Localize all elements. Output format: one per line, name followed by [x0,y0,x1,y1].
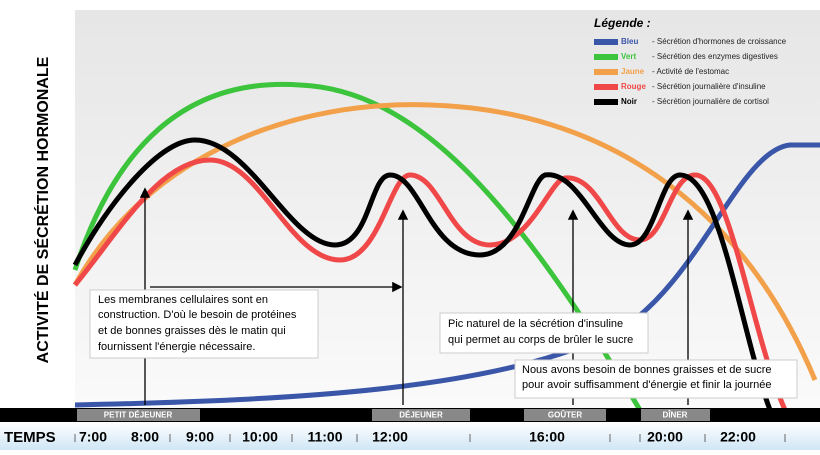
legend-swatch [594,69,618,75]
time-label: 22:00 [720,429,756,445]
meal-label: DÉJEUNER [399,411,443,420]
annotation-text: pour avoir suffisamment d'énergie et fin… [522,379,772,391]
meal-box [372,409,470,421]
legend-name: Vert [621,52,636,61]
annotation-text: construction. D'où le besoin de protéine… [98,309,297,321]
time-labels: 7:00 8:00 9:00 10:00 11:00 12:00 16:00 20:00 22:… [74,429,786,445]
annotation-text: Les membranes cellulaires sont en [98,294,268,306]
annotation-box [439,312,649,354]
meals: PETIT DÉJEUNER DÉJEUNER GOÛTER DÎNER [77,409,710,421]
time-label: 16:00 [529,429,565,445]
legend: Légende : Bleu - Sécrétion d'hormones de … [594,16,787,106]
time-label: 20:00 [647,429,683,445]
legend-name: Noir [621,97,637,106]
meal-box [524,409,606,421]
annotation-text: Nous avons besoin de bonnes graisses et … [522,364,772,376]
annotation-text: et de bonnes graisses dès le matin qui [98,325,286,337]
legend-title: Légende : [594,16,651,30]
legend-label: - Sécrétion d'hormones de croissance [652,37,787,46]
legend-name: Jaune [621,67,645,76]
time-label: 9:00 [186,429,214,445]
legend-label: - Sécrétion journalière d'insuline [652,82,766,91]
curve-red [73,157,788,412]
annotation-text: Pic naturel de la sécrétion d'insuline [448,318,623,330]
legend-swatch [594,39,618,45]
y-axis-title: ACTIVITÉ DE SÉCRÉTION HORMONALE [33,56,52,363]
curve-orange [72,102,818,381]
meal-box [641,409,710,421]
legend-label: - Activité de l'estomac [652,67,729,76]
time-label: 8:00 [131,429,159,445]
legend-swatch [594,84,618,90]
annotations: Les membranes cellulaires sont en constr… [89,289,798,399]
annotation-text: qui permet au corps de brûler le sucre [448,334,633,346]
legend-swatch [594,99,618,105]
time-label: 11:00 [307,429,342,445]
annotation-box [514,359,798,399]
curve-black [72,137,773,411]
legend-label: - Sécrétion journalière de cortisol [652,97,769,106]
time-label: 12:00 [372,429,408,445]
annotation-text: fournissent l'énergie nécessaire. [98,341,255,353]
meal-label: PETIT DÉJEUNER [104,411,173,420]
meal-label: DÎNER [663,411,688,420]
legend-swatch [594,54,618,60]
legend-name: Rouge [621,82,646,91]
meal-label: GOÛTER [548,411,582,420]
time-label: 7:00 [79,429,107,445]
time-title: TEMPS [4,429,56,446]
annotation-box [89,289,319,359]
legend-name: Bleu [621,37,638,46]
time-label: 10:00 [242,429,278,445]
meal-box [77,409,200,421]
legend-label: - Sécrétion des enzymes digestives [652,52,778,61]
curve-green [72,81,643,412]
time-axis [0,422,820,450]
